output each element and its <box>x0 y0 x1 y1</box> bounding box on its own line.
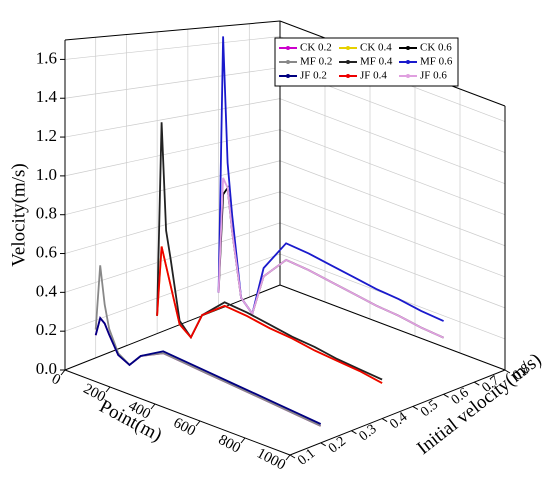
series-line <box>94 316 322 425</box>
grid-line <box>64 191 281 254</box>
y-tick-label: 1.2 <box>36 126 57 145</box>
grid-line <box>64 67 281 99</box>
axis-line <box>289 369 506 456</box>
tick-mark <box>285 454 291 461</box>
grid-line <box>279 191 506 278</box>
z-tick-label: 0.1 <box>295 446 318 469</box>
legend-marker <box>406 60 410 64</box>
tick-mark <box>105 386 111 393</box>
axis-line <box>64 284 281 371</box>
legend-label: CK 0.2 <box>300 42 332 54</box>
legend-label: MF 0.4 <box>360 56 393 68</box>
tick-mark <box>443 393 449 398</box>
legend-marker <box>346 74 350 78</box>
grid-line <box>279 160 506 247</box>
y-tick-label: 0.4 <box>36 281 58 300</box>
series-line <box>217 36 444 322</box>
legend-label: CK 0.6 <box>420 42 452 54</box>
legend-marker <box>286 60 290 64</box>
y-axis-title: Velocity(m/s) <box>8 163 29 266</box>
series-line <box>156 246 383 384</box>
legend-marker <box>406 46 410 50</box>
tick-mark <box>289 454 296 459</box>
y-tick-label: 0.6 <box>36 242 57 261</box>
y-tick-label: 0.2 <box>36 320 57 339</box>
series-line <box>217 177 444 339</box>
grid-line <box>64 36 281 60</box>
legend-marker <box>346 60 350 64</box>
y-tick-label: 1.6 <box>36 48 57 67</box>
axis-line <box>64 20 281 41</box>
z-tick-label: 0.2 <box>326 434 349 457</box>
legend-marker <box>286 74 290 78</box>
axis-line <box>279 284 506 371</box>
legend-label: JF 0.2 <box>300 70 327 82</box>
grid-line <box>64 222 281 293</box>
x-tick-label: 1000 <box>254 445 288 473</box>
axis-line <box>64 369 291 456</box>
tick-mark <box>381 418 388 423</box>
series-line <box>156 246 383 384</box>
legend-marker <box>286 46 290 50</box>
y-tick-label: 1.4 <box>36 87 58 106</box>
legend-label: CK 0.4 <box>360 42 392 54</box>
legend-box <box>274 37 459 87</box>
legend-marker <box>406 74 410 78</box>
series-line <box>94 265 322 427</box>
z-tick-label: 0.5 <box>418 398 441 421</box>
legend-label: JF 0.4 <box>360 70 387 82</box>
legend-label: MF 0.2 <box>300 56 332 68</box>
y-tick-label: 0.0 <box>36 359 57 378</box>
tick-mark <box>195 420 201 427</box>
tick-mark <box>504 369 511 374</box>
tick-mark <box>240 437 246 444</box>
tick-mark <box>351 430 357 435</box>
tick-mark <box>474 381 480 386</box>
y-tick-label: 0.8 <box>36 204 57 223</box>
legend-label: JF 0.6 <box>420 70 447 82</box>
series-line <box>156 122 383 381</box>
grid-line <box>279 222 506 309</box>
grid-line <box>64 98 281 138</box>
legend-marker <box>346 46 350 50</box>
y-tick-label: 1.0 <box>36 165 57 184</box>
z-tick-label: 0.3 <box>357 422 380 445</box>
tick-mark <box>320 442 326 447</box>
tick-mark <box>60 369 66 376</box>
z-tick-label: 0.4 <box>387 410 410 433</box>
grid-line <box>279 98 506 184</box>
tick-mark <box>150 403 156 410</box>
tick-mark <box>412 405 419 410</box>
grid-line <box>279 129 506 216</box>
grid-line <box>64 160 281 216</box>
legend-label: MF 0.6 <box>420 56 453 68</box>
grid-line <box>64 129 281 177</box>
